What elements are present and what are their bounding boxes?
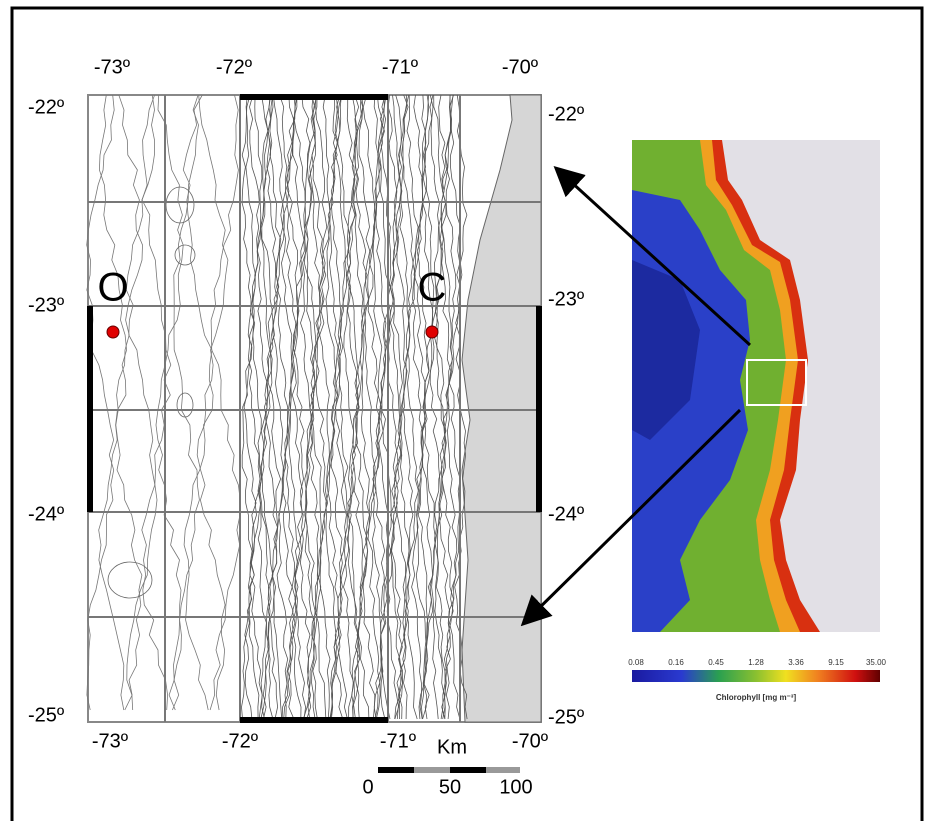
lat-label: -24º — [28, 503, 65, 525]
station-dot — [425, 325, 439, 339]
contour — [429, 94, 443, 720]
station-label: O — [97, 266, 128, 310]
contour — [287, 94, 301, 720]
contour — [259, 94, 273, 720]
contour — [311, 94, 324, 720]
lat-label: -23º — [28, 294, 65, 316]
lon-label: -72º — [216, 56, 253, 78]
contour — [336, 94, 350, 720]
zoom-box — [746, 359, 807, 406]
lon-label: -71º — [380, 730, 417, 752]
contour — [291, 94, 305, 720]
colorbar-label: 0.08 — [628, 658, 644, 667]
lat-label: -22º — [548, 103, 585, 125]
arrow — [553, 165, 752, 347]
contour — [423, 94, 437, 720]
lon-label: -72º — [222, 730, 259, 752]
contour — [390, 94, 403, 720]
lon-labels: -73º -72º -71º -70º -73º -72º -71º -70º — [92, 56, 549, 752]
contour — [448, 94, 461, 720]
contour — [372, 94, 383, 720]
contour — [421, 94, 434, 720]
contour — [405, 94, 419, 720]
arrow — [520, 408, 742, 627]
contour — [354, 94, 368, 720]
colorbar-label: 0.16 — [668, 658, 684, 667]
contour — [168, 94, 200, 711]
colorbar-label: 9.15 — [828, 658, 844, 667]
contour — [281, 94, 294, 720]
contour — [265, 94, 278, 720]
contour — [196, 94, 229, 711]
lon-label: -71º — [382, 56, 419, 78]
lon-label: -70º — [512, 730, 549, 752]
contour — [335, 94, 348, 720]
scale-label: 0 — [362, 776, 373, 798]
lat-label: -22º — [28, 96, 65, 118]
contour — [182, 94, 214, 711]
contour — [330, 94, 343, 720]
lat-label: -23º — [548, 288, 585, 310]
lat-label: -24º — [548, 503, 585, 525]
lat-label: -25º — [548, 706, 585, 728]
contour — [86, 94, 115, 711]
contour — [247, 94, 262, 720]
lat-labels: -22º -23º -24º -25º -22º -23º -24º -25º — [28, 96, 585, 728]
contour — [209, 94, 241, 711]
contour — [155, 94, 184, 711]
contour — [107, 561, 153, 599]
contour — [357, 94, 371, 720]
contour — [319, 94, 331, 720]
contour — [267, 94, 282, 720]
contour — [115, 94, 143, 711]
colorbar: 0.08 0.16 0.45 1.28 3.36 9.15 35.00 Chlorophyl… — [628, 658, 886, 702]
colorbar-title: Chlorophyll [mg m⁻³] — [716, 693, 797, 702]
contours — [86, 94, 468, 720]
contour — [362, 94, 376, 720]
contour — [401, 94, 414, 720]
contour — [378, 94, 392, 720]
contour — [174, 244, 196, 266]
contour — [243, 94, 257, 720]
frame-ticks — [87, 94, 542, 723]
colorbar-label: 35.00 — [866, 658, 887, 667]
station-label: C — [418, 266, 447, 310]
satellite-image — [632, 140, 880, 632]
contour — [444, 94, 458, 720]
contour — [346, 94, 360, 720]
scale-label: 100 — [499, 776, 532, 798]
contour — [271, 94, 284, 720]
lon-label: -73º — [94, 56, 131, 78]
contour — [397, 94, 411, 720]
contour — [314, 95, 328, 720]
scale-unit: Km — [437, 736, 467, 758]
contour — [395, 94, 409, 720]
contour — [303, 94, 316, 720]
lon-label: -73º — [92, 730, 129, 752]
lat-label: -25º — [28, 704, 65, 726]
frame — [10, 6, 924, 821]
contour — [98, 94, 128, 711]
colorbar-label: 3.36 — [788, 658, 804, 667]
station-dot — [106, 325, 120, 339]
colorbar-label: 1.28 — [748, 658, 764, 667]
contour — [343, 95, 356, 720]
colorbar-label: 0.45 — [708, 658, 724, 667]
contour — [416, 94, 430, 720]
contour — [249, 94, 263, 720]
contour — [176, 392, 194, 418]
bathymetry-map: O C — [86, 94, 542, 723]
contour — [276, 94, 289, 720]
scale-bar: Km 0 50 100 — [362, 736, 532, 798]
graticule — [88, 95, 541, 722]
scale-label: 50 — [439, 776, 461, 798]
lon-label: -70º — [502, 56, 539, 78]
land — [461, 94, 542, 723]
